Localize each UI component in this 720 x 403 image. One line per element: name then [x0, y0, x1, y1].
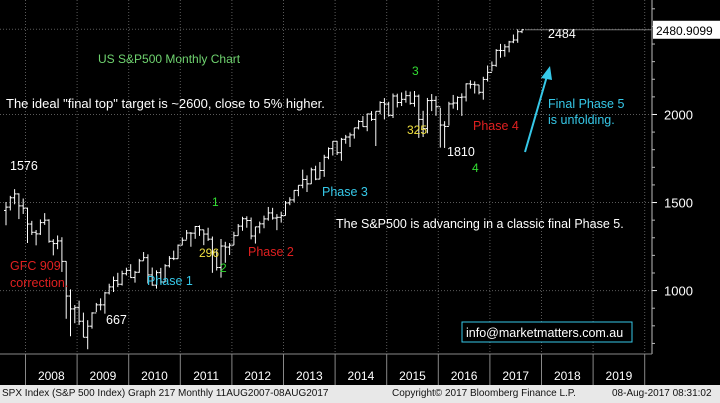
annotation-text: 2484 — [548, 27, 576, 41]
price-bars — [4, 29, 524, 350]
annotation-text: 1810 — [447, 145, 475, 159]
footer-copyright: Copyright© 2017 Bloomberg Finance L.P. — [392, 388, 576, 399]
y-tick-label: 1000 — [664, 284, 693, 299]
annotation-text: Final Phase 5 — [548, 97, 624, 111]
phase5-arrow-head — [541, 66, 552, 80]
x-axis: 2008 2009 2010 2011 2012 2013 2014 2015 2016 2017… — [0, 353, 652, 385]
annotation-text: GFC 909 — [10, 259, 61, 273]
watermark-box — [461, 321, 633, 343]
annotation-text: Phase 3 — [322, 185, 368, 199]
annotation-text: 4 — [472, 161, 479, 175]
x-tick-label: 2011 — [193, 369, 219, 383]
annotation-text: 1 — [212, 195, 219, 209]
phase5-arrow — [524, 75, 548, 153]
y-tick-label: 2000 — [664, 107, 693, 122]
footer-timestamp: 08-Aug-2017 08:31:02 — [612, 388, 712, 399]
x-tick-label: 2014 — [348, 369, 375, 383]
x-tick-label: 2018 — [554, 369, 581, 383]
annotation-text: 2 — [220, 261, 227, 275]
annotation-text: 667 — [106, 313, 127, 327]
annotation-text: 296 — [199, 246, 219, 260]
annotation-text: US S&P500 Monthly Chart — [98, 52, 241, 66]
annotation-text: 3 — [412, 64, 419, 78]
annotation-text: Phase 1 — [147, 274, 193, 288]
grid — [0, 0, 720, 385]
x-tick-label: 2017 — [502, 369, 529, 383]
annotation-text: correction. — [10, 276, 68, 290]
chart-background — [0, 0, 720, 385]
x-tick-label: 2019 — [606, 369, 633, 383]
x-tick-label: 2008 — [38, 369, 65, 383]
annotation-text: The ideal "final top" target is ~2600, c… — [6, 96, 325, 111]
last-price-box — [653, 20, 720, 39]
status-footer: SPX Index (S&P 500 Index) Graph 217 Mont… — [0, 385, 720, 403]
x-tick-label: 2015 — [399, 369, 426, 383]
annotation-text: 1576 — [10, 159, 38, 173]
x-tick-label: 2016 — [451, 369, 478, 383]
annotation-text: The S&P500 is advancing in a classic fin… — [336, 217, 624, 231]
x-tick-label: 2010 — [141, 369, 168, 383]
x-tick-label: 2012 — [244, 369, 271, 383]
y-tick-label: 1500 — [664, 196, 693, 211]
watermark-text: info@marketmatters.com.au — [466, 326, 623, 340]
annotation-text: Phase 2 — [248, 245, 294, 259]
last-price-label: 2480.9099 — [656, 24, 713, 38]
x-tick-label: 2013 — [296, 369, 323, 383]
annotation-text: is unfolding. — [548, 113, 615, 127]
annotations: US S&P500 Monthly Chart The ideal "final … — [6, 27, 633, 343]
footer-security-info: SPX Index (S&P 500 Index) Graph 217 Mont… — [2, 388, 329, 399]
annotation-text: 325 — [407, 123, 427, 137]
annotation-text: Phase 4 — [473, 119, 519, 133]
x-tick-label: 2009 — [90, 369, 117, 383]
y-axis: 1000 1500 2000 2480.9099 — [525, 0, 720, 354]
